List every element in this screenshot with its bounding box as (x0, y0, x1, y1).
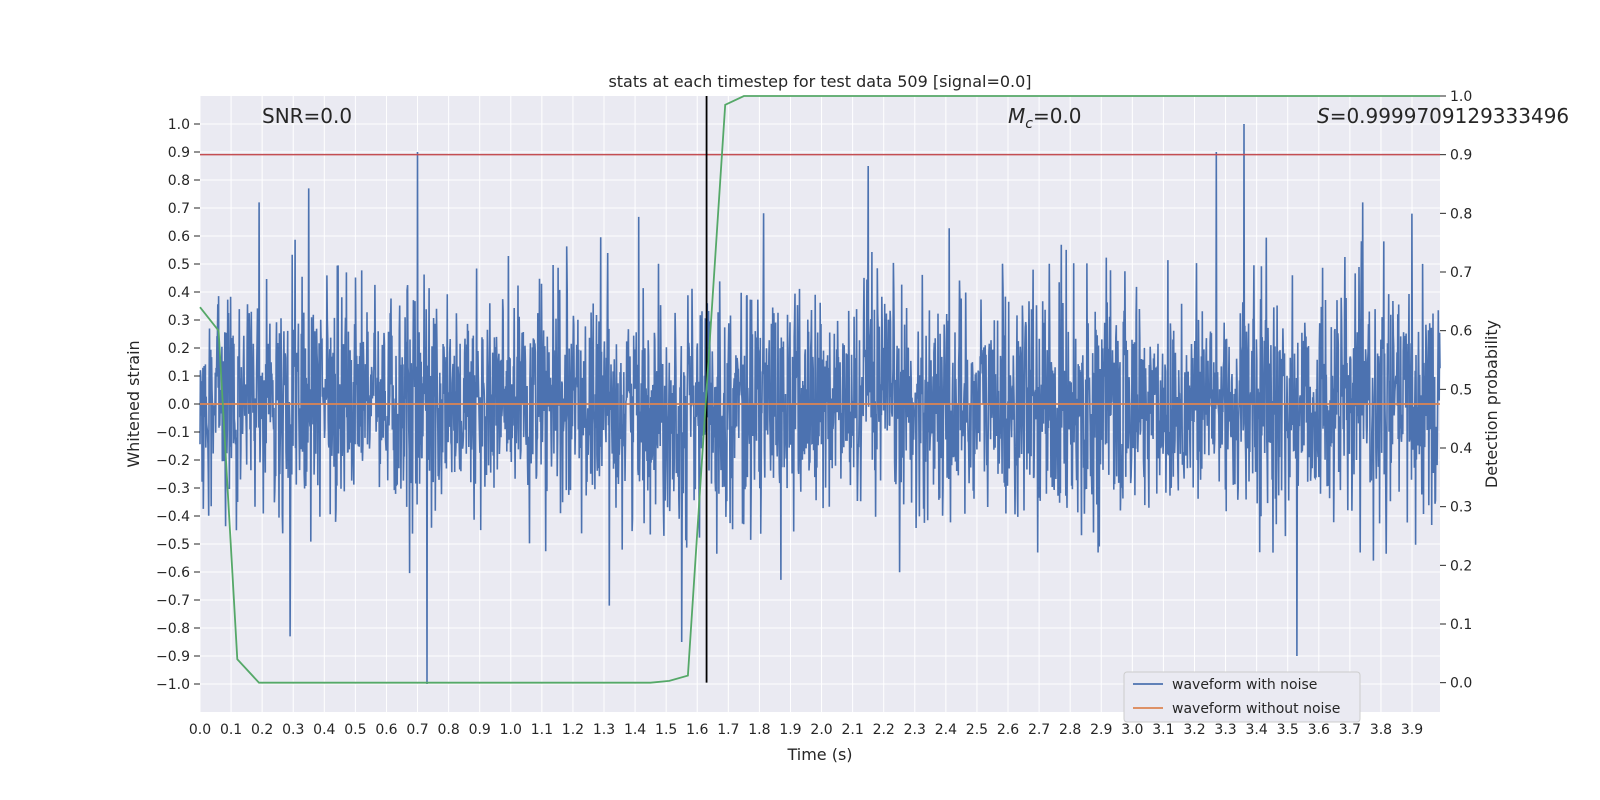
y-right-tick-label: 0.6 (1450, 324, 1472, 340)
s-value: =0.9999709129333496 (1330, 104, 1569, 128)
x-tick-label: 3.0 (1121, 722, 1143, 738)
x-tick-label: 3.6 (1308, 722, 1330, 738)
y-left-tick-label: 0.6 (168, 229, 190, 245)
x-tick-label: 1.7 (717, 722, 739, 738)
noise-trace (199, 123, 1441, 685)
y-right-tick-label: 0.5 (1450, 382, 1472, 398)
x-tick-label: 0.6 (375, 722, 397, 738)
mc-symbol: M (1008, 104, 1025, 128)
x-tick-label: 1.1 (531, 722, 553, 738)
x-tick-label: 2.3 (904, 722, 926, 738)
chart-title: stats at each timestep for test data 509… (608, 72, 1031, 91)
x-tick-label: 1.8 (748, 722, 770, 738)
y-right-tick-label: 0.4 (1450, 441, 1472, 457)
y-right-tick-label: 0.2 (1450, 558, 1472, 574)
y-left-tick-label: 0.0 (168, 397, 190, 413)
mc-subscript: c (1025, 116, 1033, 132)
x-tick-label: 2.9 (1090, 722, 1112, 738)
legend-label-clean: waveform without noise (1172, 701, 1340, 717)
x-tick-label: 1.9 (779, 722, 801, 738)
y-right-tick-label: 0.3 (1450, 500, 1472, 516)
y-left-tick-label: −1.0 (156, 677, 190, 693)
x-axis-ticks: 0.0 0.1 0.2 0.3 0.4 0.5 0.6 0.7 0.8 0.9 1.0 1.1 1.2 1… (189, 722, 1423, 738)
y-left-tick-label: 0.9 (168, 145, 190, 161)
y-left-tick-label: −0.7 (156, 593, 190, 609)
x-tick-label: 3.2 (1183, 722, 1205, 738)
x-tick-label: 0.0 (189, 722, 211, 738)
x-tick-label: 2.1 (841, 722, 863, 738)
detection-probability-line (199, 95, 1440, 684)
y-right-tick-label: 0.9 (1450, 148, 1472, 164)
x-tick-label: 0.3 (282, 722, 304, 738)
legend-box (1123, 671, 1361, 723)
x-tick-label: 2.4 (935, 722, 957, 738)
waveform-with-noise (199, 123, 1441, 685)
y-right-tick-label: 0.7 (1450, 265, 1472, 281)
y-axis-left-label: Whitened strain (124, 340, 143, 467)
x-tick-label: 3.7 (1339, 722, 1361, 738)
mc-annotation: Mc=0.0 (1008, 104, 1082, 132)
x-axis-label: Time (s) (786, 745, 852, 764)
y-axis-right-label: Detection probability (1482, 320, 1501, 488)
x-tick-label: 3.1 (1152, 722, 1174, 738)
y-left-tick-label: −0.3 (156, 481, 190, 497)
y-left-tick-label: 0.7 (168, 201, 190, 217)
y-left-tick-label: −0.4 (156, 509, 190, 525)
x-tick-label: 3.3 (1214, 722, 1236, 738)
y-left-tick-label: 0.2 (168, 341, 190, 357)
y-right-tick-label: 1.0 (1450, 89, 1472, 105)
y-left-tick-label: −0.8 (156, 621, 190, 637)
x-tick-label: 3.5 (1277, 722, 1299, 738)
y-left-tick-label: −0.2 (156, 453, 190, 469)
y-right-tick-label: 0.1 (1450, 617, 1472, 633)
x-tick-label: 3.8 (1370, 722, 1392, 738)
x-tick-label: 0.8 (437, 722, 459, 738)
x-tick-label: 2.6 (997, 722, 1019, 738)
legend: waveform with noise waveform without noi… (1123, 671, 1361, 723)
s-annotation: S=0.9999709129333496 (1317, 104, 1569, 128)
x-tick-label: 2.7 (1028, 722, 1050, 738)
y-right-tick-label: 0.8 (1450, 206, 1472, 222)
x-tick-label: 2.0 (810, 722, 832, 738)
x-tick-label: 1.6 (686, 722, 708, 738)
x-tick-label: 1.5 (655, 722, 677, 738)
x-tick-label: 2.8 (1059, 722, 1081, 738)
x-tick-label: 1.4 (624, 722, 646, 738)
x-tick-label: 1.3 (593, 722, 615, 738)
x-tick-label: 1.0 (500, 722, 522, 738)
y-left-tick-label: −0.5 (156, 537, 190, 553)
y-left-tick-label: −0.9 (156, 649, 190, 665)
x-tick-label: 1.2 (562, 722, 584, 738)
snr-annotation: SNR=0.0 (262, 104, 352, 128)
y-axis-right-ticks: 1.0 0.9 0.8 0.7 0.6 0.5 0.4 0.3 0.2 0.1 0.0 (1440, 89, 1472, 692)
y-right-tick-label: 0.0 (1450, 676, 1472, 692)
y-left-tick-label: 0.4 (168, 285, 190, 301)
x-tick-label: 0.2 (251, 722, 273, 738)
y-axis-left-ticks: 1.0 0.9 0.8 0.7 0.6 0.5 0.4 0.3 0.2 0.1 0.0 −0.1 −0.… (156, 117, 200, 693)
y-left-tick-label: −0.6 (156, 565, 190, 581)
x-tick-label: 0.4 (313, 722, 335, 738)
x-tick-label: 3.4 (1246, 722, 1268, 738)
x-tick-label: 2.2 (873, 722, 895, 738)
x-tick-label: 0.9 (469, 722, 491, 738)
x-tick-label: 3.9 (1401, 722, 1423, 738)
y-left-tick-label: −0.1 (156, 425, 190, 441)
x-tick-label: 0.1 (220, 722, 242, 738)
y-left-tick-label: 0.3 (168, 313, 190, 329)
y-left-tick-label: 0.8 (168, 173, 190, 189)
x-tick-label: 2.5 (966, 722, 988, 738)
y-left-tick-label: 1.0 (168, 117, 190, 133)
x-tick-label: 0.5 (344, 722, 366, 738)
y-left-tick-label: 0.5 (168, 257, 190, 273)
y-left-tick-label: 0.1 (168, 369, 190, 385)
x-tick-label: 0.7 (406, 722, 428, 738)
mc-value: =0.0 (1033, 104, 1082, 128)
legend-label-noise: waveform with noise (1172, 677, 1317, 693)
probability-trace (199, 95, 1440, 684)
s-symbol: S (1317, 104, 1330, 128)
